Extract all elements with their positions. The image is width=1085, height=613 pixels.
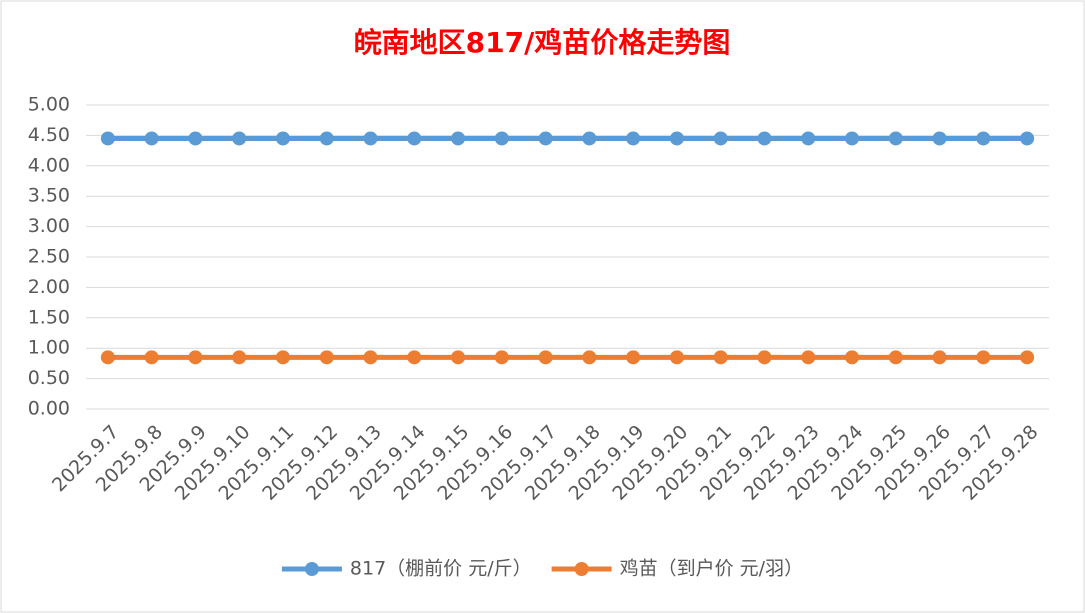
point bbox=[232, 350, 247, 365]
point bbox=[888, 350, 903, 365]
y-tick-label: 1.00 bbox=[28, 337, 70, 359]
point bbox=[363, 131, 378, 146]
point bbox=[451, 131, 466, 146]
point bbox=[319, 350, 334, 365]
legend-marker bbox=[574, 562, 589, 576]
y-tick-label: 3.00 bbox=[28, 215, 70, 237]
point bbox=[888, 131, 903, 146]
y-tick-label: 2.50 bbox=[28, 246, 70, 268]
point bbox=[626, 350, 641, 365]
chart-title: 皖南地区817/鸡苗价格走势图 bbox=[354, 26, 731, 59]
point bbox=[582, 131, 597, 146]
point bbox=[319, 131, 334, 146]
point bbox=[494, 131, 509, 146]
point bbox=[932, 350, 947, 365]
point bbox=[801, 350, 816, 365]
point bbox=[932, 131, 947, 146]
y-tick-label: 3.50 bbox=[28, 185, 70, 207]
point bbox=[538, 350, 553, 365]
y-tick-label: 4.00 bbox=[28, 154, 70, 176]
point bbox=[232, 131, 247, 146]
point bbox=[976, 131, 991, 146]
point bbox=[845, 131, 860, 146]
y-tick-label: 1.50 bbox=[28, 306, 70, 328]
point bbox=[845, 350, 860, 365]
point bbox=[188, 350, 203, 365]
point bbox=[538, 131, 553, 146]
point bbox=[582, 350, 597, 365]
legend-marker bbox=[304, 562, 319, 576]
point bbox=[100, 131, 115, 146]
point bbox=[451, 350, 466, 365]
point bbox=[407, 131, 422, 146]
point bbox=[275, 350, 290, 365]
point bbox=[1020, 131, 1035, 146]
y-tick-label: 0.50 bbox=[28, 367, 70, 389]
point bbox=[1020, 350, 1035, 365]
y-tick-label: 4.50 bbox=[28, 124, 70, 146]
point bbox=[713, 131, 728, 146]
point bbox=[669, 350, 684, 365]
point bbox=[669, 131, 684, 146]
point bbox=[363, 350, 378, 365]
point bbox=[144, 350, 159, 365]
point bbox=[713, 350, 728, 365]
point bbox=[976, 350, 991, 365]
y-tick-label: 5.00 bbox=[28, 94, 70, 116]
point bbox=[188, 131, 203, 146]
legend-label: 817（棚前价 元/斤） bbox=[350, 558, 532, 580]
point bbox=[757, 131, 772, 146]
legend-label: 鸡苗（到户价 元/羽） bbox=[620, 558, 803, 580]
point bbox=[275, 131, 290, 146]
y-tick-label: 0.00 bbox=[28, 398, 70, 420]
point bbox=[801, 131, 816, 146]
point bbox=[494, 350, 509, 365]
point bbox=[100, 350, 115, 365]
point bbox=[757, 350, 772, 365]
y-tick-label: 2.00 bbox=[28, 276, 70, 298]
point bbox=[144, 131, 159, 146]
point bbox=[626, 131, 641, 146]
point bbox=[407, 350, 422, 365]
